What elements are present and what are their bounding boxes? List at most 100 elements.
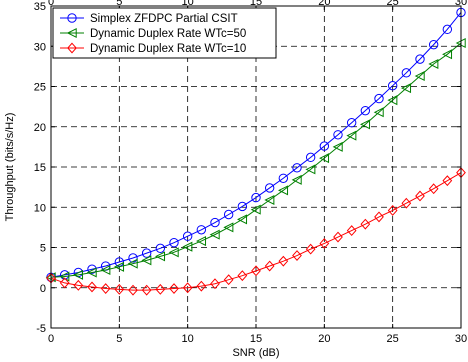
data-point bbox=[333, 231, 343, 243]
data-point bbox=[210, 278, 220, 290]
data-point bbox=[428, 39, 439, 50]
legend-box bbox=[52, 7, 277, 59]
series-2 bbox=[45, 38, 466, 283]
data-point bbox=[86, 267, 97, 278]
x-tick-label-top: 0 bbox=[48, 0, 54, 8]
data-point bbox=[401, 197, 412, 209]
series-1 bbox=[46, 7, 466, 282]
data-point bbox=[182, 231, 193, 241]
x-tick-label: 15 bbox=[250, 333, 262, 345]
data-point bbox=[209, 229, 220, 240]
x-tick-label-top: 20 bbox=[318, 0, 330, 8]
data-point bbox=[169, 283, 179, 295]
y-tick-label: -5 bbox=[36, 323, 46, 335]
data-point bbox=[278, 173, 289, 183]
x-tick-label: 10 bbox=[182, 333, 194, 345]
data-point bbox=[319, 238, 330, 249]
data-point bbox=[73, 269, 84, 280]
x-tick-label: 5 bbox=[116, 333, 122, 345]
data-point bbox=[428, 183, 439, 195]
y-tick-label: 0 bbox=[40, 283, 46, 295]
data-point bbox=[442, 175, 453, 187]
grid-lines bbox=[51, 6, 461, 328]
data-point bbox=[360, 119, 371, 130]
data-point bbox=[196, 236, 207, 247]
data-point bbox=[128, 253, 138, 263]
data-point bbox=[428, 58, 439, 69]
data-point bbox=[169, 237, 179, 248]
y-tick-label: 10 bbox=[34, 202, 46, 214]
series-line bbox=[50, 42, 462, 278]
x-axis-label: SNR (dB) bbox=[232, 347, 279, 359]
legend-marker bbox=[66, 27, 77, 39]
data-point bbox=[415, 190, 425, 202]
data-point bbox=[114, 283, 125, 295]
data-point bbox=[292, 250, 302, 262]
data-point bbox=[305, 152, 316, 163]
data-point bbox=[155, 283, 166, 295]
x-tick-label: 20 bbox=[318, 333, 330, 345]
data-point bbox=[237, 201, 248, 212]
data-point bbox=[264, 183, 275, 193]
data-point bbox=[223, 222, 234, 233]
data-point bbox=[292, 163, 302, 173]
x-tick-label-top: 25 bbox=[387, 0, 399, 8]
data-point bbox=[182, 282, 193, 294]
data-point bbox=[346, 225, 357, 237]
data-point bbox=[87, 281, 97, 293]
data-point bbox=[291, 174, 302, 185]
data-point bbox=[387, 80, 398, 91]
x-tick-label-top: 15 bbox=[250, 0, 262, 8]
data-point bbox=[73, 279, 84, 291]
series-3 bbox=[46, 167, 466, 296]
y-tick-label: 20 bbox=[34, 122, 46, 134]
series-layer bbox=[45, 7, 466, 296]
data-point bbox=[100, 283, 111, 295]
data-point bbox=[114, 261, 125, 272]
data-point bbox=[346, 118, 357, 128]
legend-marker bbox=[67, 13, 77, 23]
data-point bbox=[141, 284, 152, 296]
y-tick-label: 35 bbox=[34, 1, 46, 13]
x-tick-label: 30 bbox=[455, 333, 467, 345]
data-point bbox=[401, 68, 412, 78]
data-point bbox=[401, 83, 412, 94]
data-point bbox=[168, 247, 179, 258]
data-point bbox=[333, 130, 343, 140]
data-point bbox=[374, 93, 384, 104]
legend: Simplex ZFDPC Partial CSIT Dynamic Duplex… bbox=[52, 7, 277, 59]
data-point bbox=[374, 211, 384, 223]
data-point bbox=[251, 192, 261, 203]
data-point bbox=[251, 265, 261, 277]
y-axis-label: Throughput (bits/s/Hz) bbox=[4, 113, 16, 222]
data-point bbox=[100, 265, 111, 276]
data-point bbox=[305, 243, 316, 255]
data-point bbox=[237, 214, 248, 225]
series-line bbox=[50, 172, 462, 291]
data-point bbox=[182, 241, 193, 252]
data-point bbox=[360, 105, 371, 116]
data-point bbox=[210, 217, 220, 228]
data-point bbox=[373, 107, 384, 118]
data-point bbox=[223, 274, 234, 286]
data-point bbox=[414, 71, 425, 82]
data-point bbox=[264, 260, 275, 272]
legend-marker bbox=[67, 42, 77, 54]
data-point bbox=[442, 49, 453, 60]
legend-entry: Dynamic Duplex Rate WTc=10 bbox=[60, 42, 246, 55]
data-point bbox=[305, 164, 316, 175]
data-point bbox=[387, 95, 398, 106]
data-point bbox=[141, 248, 152, 258]
x-tick-label: 25 bbox=[387, 333, 399, 345]
data-point bbox=[319, 153, 330, 164]
data-point bbox=[59, 277, 70, 289]
data-point bbox=[332, 141, 343, 152]
data-point bbox=[264, 194, 275, 206]
x-tick-label-top: 5 bbox=[116, 0, 122, 8]
x-tick-label: 0 bbox=[48, 333, 54, 345]
data-point bbox=[155, 243, 166, 254]
data-point bbox=[278, 185, 289, 196]
data-point bbox=[415, 54, 425, 64]
